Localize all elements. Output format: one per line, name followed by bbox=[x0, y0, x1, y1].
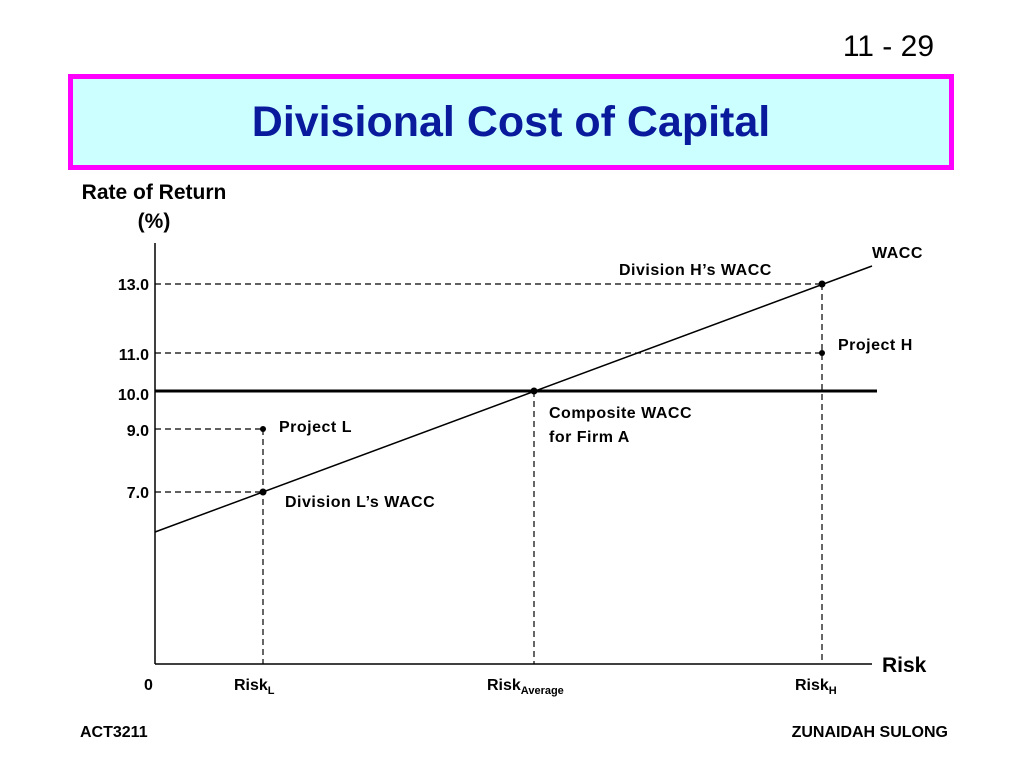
wacc-line bbox=[154, 265, 873, 533]
label-composite-line1: Composite WACC bbox=[549, 405, 692, 422]
point-composite bbox=[530, 387, 538, 395]
y-axis-title-line1: Rate of Return bbox=[82, 181, 227, 204]
x-axis-title: Risk bbox=[882, 654, 927, 677]
x-tick-risk-h: RiskH bbox=[795, 677, 837, 697]
label-wacc: WACC bbox=[872, 245, 923, 262]
label-division-l: Division L’s WACC bbox=[285, 494, 435, 511]
footer-author: ZUNAIDAH SULONG bbox=[791, 724, 948, 741]
x-tick-risk-l: RiskL bbox=[234, 677, 275, 697]
y-tick-10: 10.0 bbox=[118, 387, 149, 404]
y-tick-9: 9.0 bbox=[127, 423, 149, 440]
point-project-h bbox=[819, 350, 825, 356]
y-tick-11: 11.0 bbox=[119, 347, 149, 364]
label-project-l: Project L bbox=[279, 419, 352, 436]
origin-label: 0 bbox=[144, 677, 153, 694]
point-division-l bbox=[259, 488, 267, 496]
title-box: Divisional Cost of Capital bbox=[68, 74, 954, 170]
slide-number: 11 - 29 bbox=[842, 30, 934, 63]
y-tick-13: 13.0 bbox=[118, 277, 149, 294]
y-axis-title-line2: (%) bbox=[138, 210, 171, 233]
y-tick-7: 7.0 bbox=[127, 485, 149, 502]
label-composite-line2: for Firm A bbox=[549, 429, 630, 446]
label-project-h: Project H bbox=[838, 337, 913, 354]
slide-title: Divisional Cost of Capital bbox=[251, 97, 771, 146]
footer-course-code: ACT3211 bbox=[80, 724, 148, 741]
point-project-l bbox=[260, 426, 266, 432]
x-tick-risk-average: RiskAverage bbox=[487, 677, 564, 697]
label-division-h: Division H’s WACC bbox=[619, 262, 772, 279]
point-division-h bbox=[818, 280, 826, 288]
